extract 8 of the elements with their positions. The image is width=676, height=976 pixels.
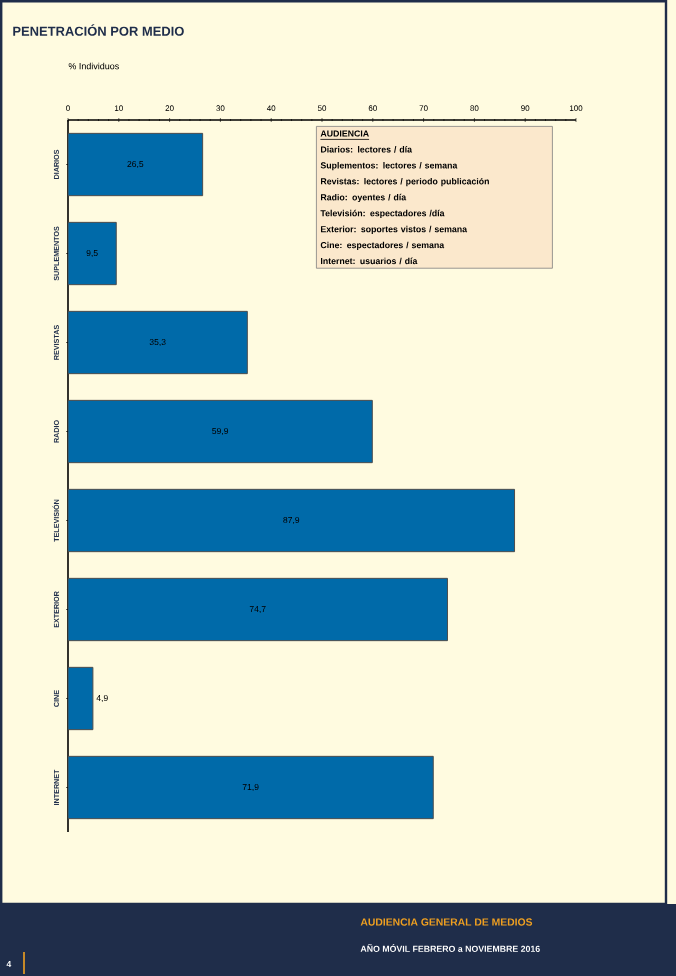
bar [68,667,93,730]
bar [68,399,373,464]
bar [68,577,448,642]
bar [68,755,434,820]
bar [68,221,117,286]
bar [68,488,516,553]
bar [68,132,204,197]
bar [68,310,248,375]
